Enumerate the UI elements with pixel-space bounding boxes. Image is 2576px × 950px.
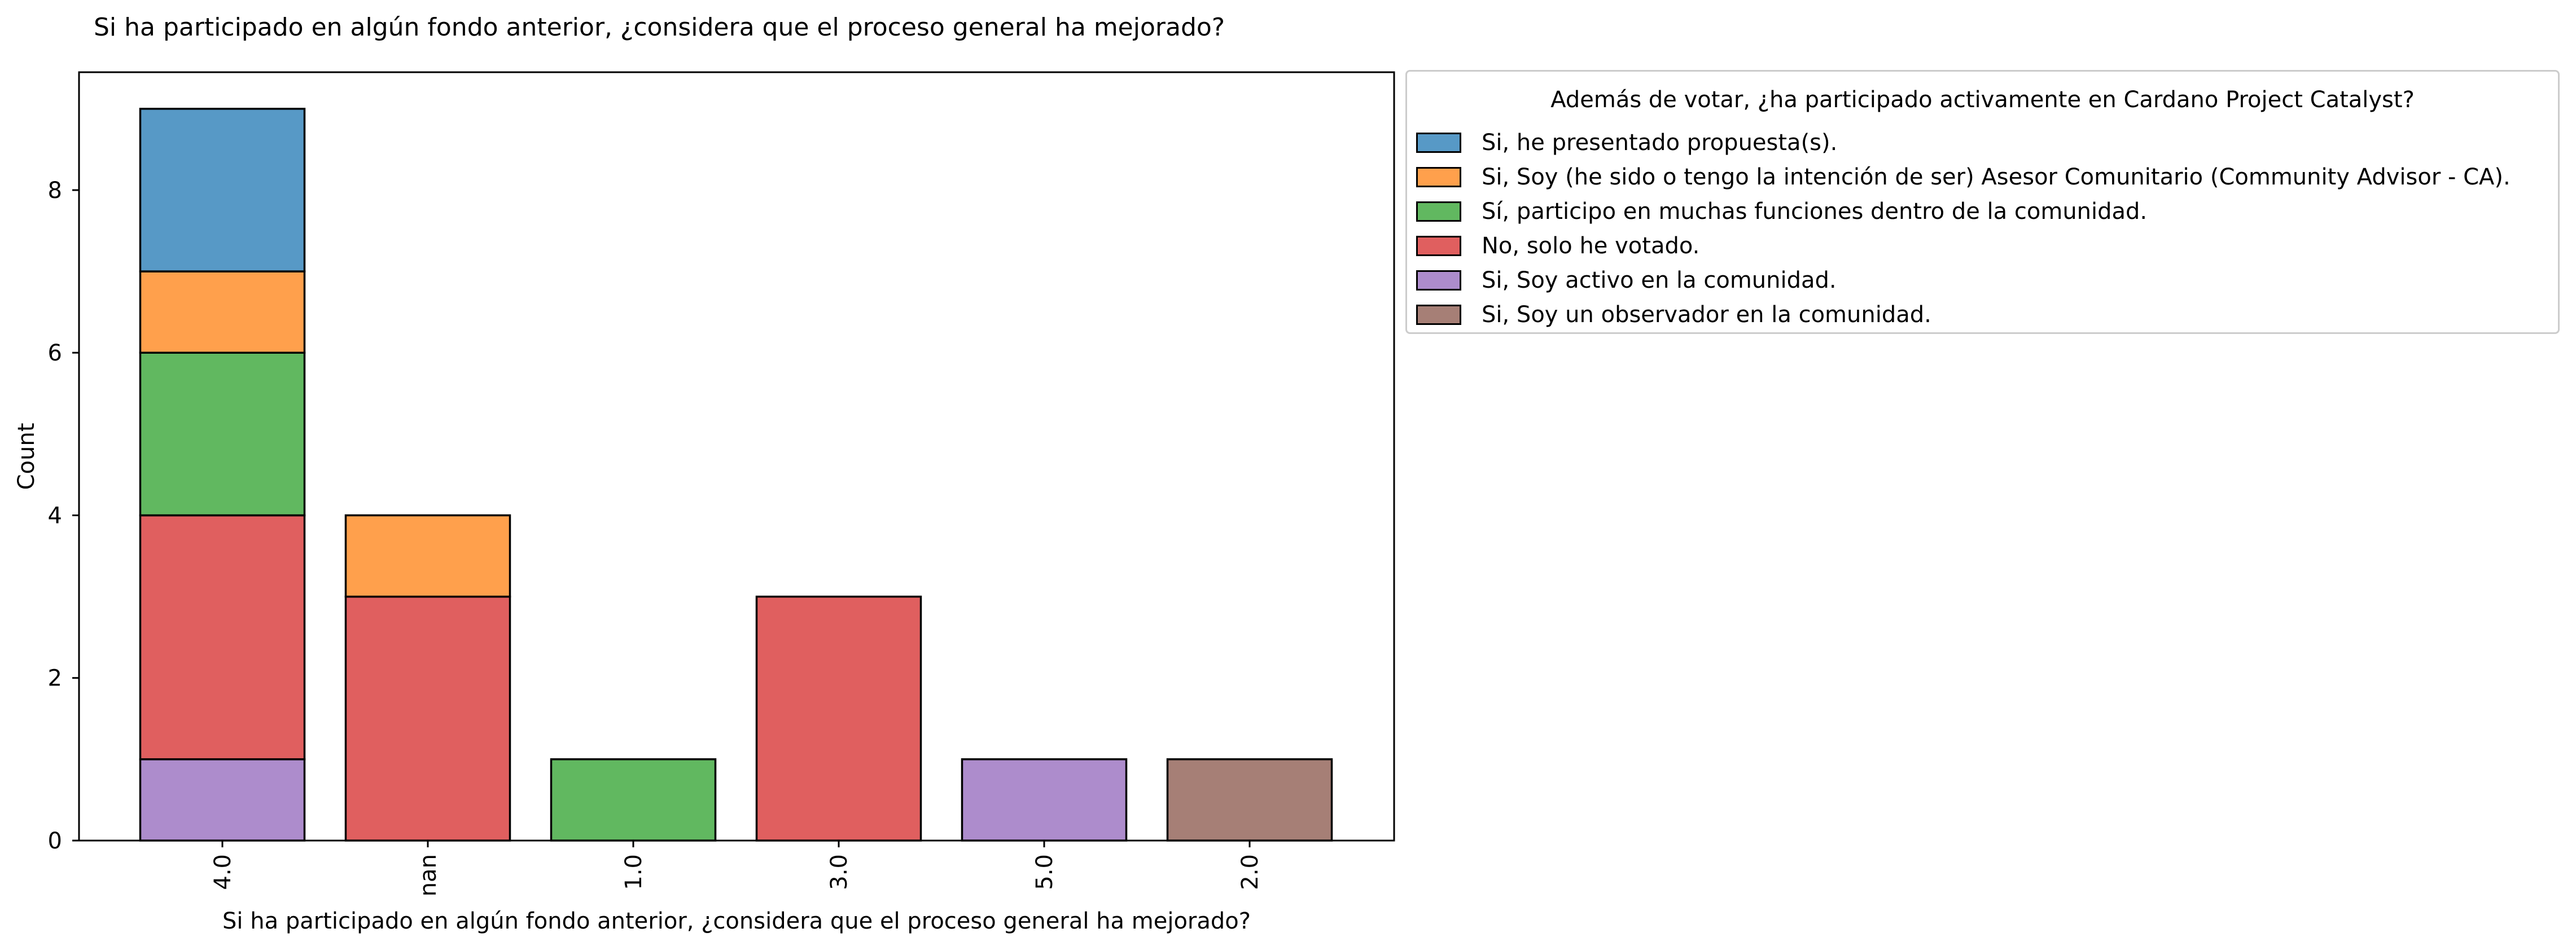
bar-segment [139,270,306,354]
legend-swatch [1416,270,1461,291]
bar-segment [961,758,1128,842]
x-tick-label: 5.0 [1032,854,1058,890]
bar-segment [344,514,511,598]
bar-segment [550,758,717,842]
bar-segment [139,351,306,517]
y-tick-label: 6 [48,340,62,366]
x-tick-label: 2.0 [1237,854,1263,890]
legend: Además de votar, ¿ha participado activam… [1405,70,2560,334]
bar-segment [139,514,306,760]
x-axis: 4.0 nan 1.0 3.0 5.0 2.0 [210,841,1263,896]
y-axis-label: Count [14,423,40,490]
chart-title: Si ha participado en algún fondo anterio… [94,13,1225,42]
legend-label: Si, Soy activo en la comunidad. [1482,267,1837,293]
plot-frame [78,71,1395,842]
legend-swatch [1416,133,1461,153]
x-tick-label: 1.0 [621,854,647,890]
x-tick-label: nan [415,854,441,896]
bar-segment [139,758,306,842]
x-axis-label: Si ha participado en algún fondo anterio… [222,908,1251,934]
bar-segment [755,595,922,842]
legend-label: Si, he presentado propuesta(s). [1482,130,1838,156]
y-tick-label: 0 [48,828,62,854]
legend-swatch [1416,201,1461,222]
y-tick-label: 8 [48,178,62,204]
x-tick-label: 4.0 [210,854,236,890]
bar-segment [139,108,306,272]
legend-label: Sí, participo en muchas funciones dentro… [1482,199,2148,225]
legend-label: Si, Soy un observador en la comunidad. [1482,302,1931,328]
y-tick-label: 4 [48,503,62,529]
legend-label: Si, Soy (he sido o tengo la intención de… [1482,164,2511,190]
legend-swatch [1416,167,1461,187]
legend-swatch [1416,236,1461,256]
bars-layer [139,108,1333,842]
legend-label: No, solo he votado. [1482,233,1700,259]
bar-segment [1166,758,1333,842]
y-axis: 0 2 4 6 8 [48,178,79,854]
legend-title: Además de votar, ¿ha participado activam… [1550,87,2415,113]
legend-swatch [1416,305,1461,325]
x-tick-label: 3.0 [826,854,852,890]
bar-segment [344,595,511,842]
y-tick-label: 2 [48,666,62,692]
